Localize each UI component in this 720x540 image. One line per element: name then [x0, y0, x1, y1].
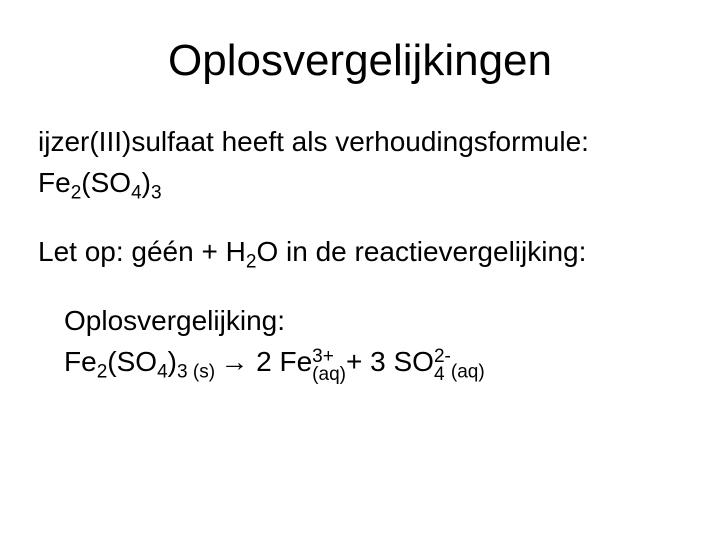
eq-close: ): [168, 346, 177, 377]
formula-1: Fe2(SO4)3: [38, 165, 682, 200]
eq-fe-sub: 2: [97, 362, 108, 383]
slide-title: Oplosvergelijkingen: [38, 36, 682, 86]
l2-a: Let op:: [38, 236, 131, 267]
eq-sp1: 2 Fe: [248, 346, 312, 377]
f1-close: ): [142, 167, 151, 198]
eq-so4-sub: 4: [434, 366, 451, 383]
l2-b: géén: [131, 236, 193, 267]
eq-aq2: (aq): [451, 362, 485, 383]
paragraph-3: Oplosvergelijking: Fe2(SO4)3 (s) → 2 Fe3…: [38, 303, 682, 383]
eq-aq1: (aq): [312, 366, 346, 383]
eq-so4-charge: 2-: [434, 348, 451, 365]
eq-fe-subsup: 3+(aq): [312, 348, 346, 382]
line-3-label: Oplosvergelijking:: [64, 303, 682, 338]
f1-open: (SO: [81, 167, 131, 198]
eq-so-sub: 4: [157, 362, 168, 383]
l2-d: O in de reactievergelijking:: [256, 236, 586, 267]
line-2: Let op: géén + H2O in de reactievergelij…: [38, 234, 682, 269]
eq-plus: + 3 SO: [346, 346, 434, 377]
eq-outer-sub: 3: [177, 362, 188, 383]
f1-fe: Fe: [38, 167, 71, 198]
line-1: ijzer(III)sulfaat heeft als verhoudingsf…: [38, 124, 682, 159]
arrow-icon: →: [220, 346, 248, 377]
paragraph-2: Let op: géén + H2O in de reactievergelij…: [38, 234, 682, 269]
eq-open: (SO: [107, 346, 157, 377]
l2-c: + H: [194, 236, 246, 267]
slide-container: Oplosvergelijkingen ijzer(III)sulfaat he…: [0, 0, 720, 540]
l2-h2o-sub: 2: [246, 252, 257, 273]
eq-phase-s: (s): [188, 362, 221, 383]
eq-so4-subsup: 2-4: [434, 348, 451, 382]
paragraph-1: ijzer(III)sulfaat heeft als verhoudingsf…: [38, 124, 682, 200]
eq-fe-charge: 3+: [312, 348, 346, 365]
f1-so-sub: 4: [131, 183, 142, 204]
f1-outer-sub: 3: [151, 183, 162, 204]
equation: Fe2(SO4)3 (s) → 2 Fe3+(aq) + 3 SO2-4(aq): [64, 344, 682, 383]
f1-fe-sub: 2: [71, 183, 82, 204]
eq-fe: Fe: [64, 346, 97, 377]
